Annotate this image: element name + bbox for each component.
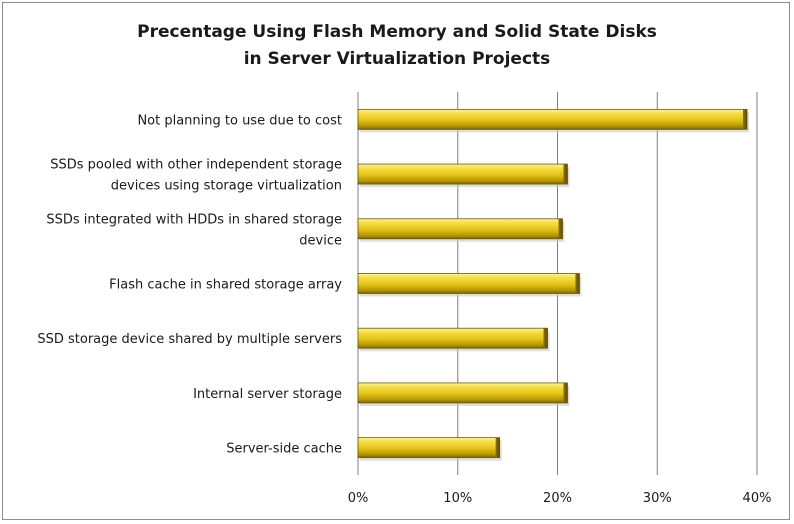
category-label-5-0: Internal server storage [193,387,342,402]
bar-5 [357,382,568,404]
bar-0 [357,108,748,130]
x-tick-label-2: 20% [543,491,572,506]
bar-cap-3 [575,273,580,294]
x-tick-label-3: 30% [643,491,672,506]
category-label-3-0: Flash cache in shared storage array [109,278,342,293]
category-label-1-0: SSDs pooled with other independent stora… [50,158,342,173]
category-label-2-0: SSDs integrated with HDDs in shared stor… [46,212,342,227]
bar-cap-0 [743,109,748,130]
bar-cap-4 [543,328,548,349]
x-tick-label-0: 0% [348,491,369,506]
bar-cap-5 [563,382,568,403]
x-tick-label-4: 40% [743,491,772,506]
category-label-6-0: Server-side cache [226,442,342,457]
chart-title-line-1: Precentage Using Flash Memory and Solid … [137,22,657,42]
category-label-0-0: Not planning to use due to cost [137,113,342,128]
bar-cap-6 [495,437,500,458]
category-label-1-1: devices using storage virtualization [111,179,342,194]
bar-3 [357,273,580,294]
chart-title-line-2: in Server Virtualization Projects [243,49,551,69]
bar-cap-1 [563,164,568,185]
bar-1 [357,163,568,185]
category-label-2-1: device [299,233,342,248]
category-label-4-0: SSD storage device shared by multiple se… [37,332,342,347]
bar-2 [357,218,563,240]
bar-cap-2 [558,218,563,239]
bar-4 [357,327,548,349]
x-tick-label-1: 10% [443,491,472,506]
bar-6 [357,437,501,459]
